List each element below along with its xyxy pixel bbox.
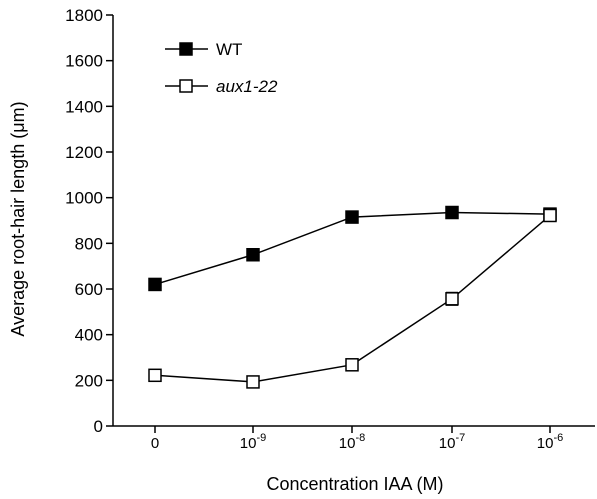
data-point	[543, 208, 557, 223]
legend-item: WT	[165, 40, 242, 59]
y-tick-label: 0	[94, 417, 103, 436]
y-tick-label: 600	[75, 280, 103, 299]
data-point	[445, 205, 459, 220]
x-tick-label: 10-7	[439, 432, 465, 452]
legend: WT aux1-22	[165, 40, 278, 96]
series-0	[148, 205, 557, 292]
x-tick-exponent: -8	[355, 432, 365, 444]
y-tick-label: 400	[75, 326, 103, 345]
y-tick-label: 1200	[65, 143, 103, 162]
data-point	[148, 277, 162, 292]
x-axis: 0 10-9 10-8 10-7 10-6	[113, 425, 595, 452]
x-tick-base: 10	[339, 435, 356, 452]
y-tick-label: 1000	[65, 189, 103, 208]
x-tick-label: 0	[151, 435, 159, 452]
x-tick-exponent: -6	[553, 432, 563, 444]
plot-area	[148, 205, 557, 389]
series-line	[154, 214, 551, 383]
data-point	[148, 368, 162, 383]
y-tick-label: 200	[75, 371, 103, 390]
legend-label: WT	[216, 40, 242, 59]
y-tick-label: 1400	[65, 97, 103, 116]
legend-item: aux1-22	[165, 77, 278, 96]
data-point	[345, 210, 359, 224]
legend-label: aux1-22	[216, 77, 278, 96]
x-tick-label: 10-9	[240, 432, 266, 452]
legend-marker	[179, 79, 193, 93]
y-tick-label: 1600	[65, 52, 103, 71]
data-point	[246, 248, 260, 262]
x-tick-base: 10	[240, 435, 257, 452]
data-point	[246, 375, 260, 389]
y-tick-label: 1800	[65, 6, 103, 25]
x-tick-label: 10-8	[339, 432, 365, 452]
x-tick-base: 10	[439, 435, 456, 452]
series-1	[148, 208, 557, 389]
x-axis-label: Concentration IAA (M)	[266, 474, 443, 494]
x-tick-base: 0	[151, 435, 159, 452]
data-point	[345, 358, 359, 372]
x-tick-base: 10	[537, 435, 554, 452]
x-tick-exponent: -9	[256, 432, 266, 444]
x-tick-exponent: -7	[455, 432, 465, 444]
x-tick-label: 10-6	[537, 432, 563, 452]
data-point	[445, 292, 459, 306]
y-tick-label: 800	[75, 234, 103, 253]
legend-marker	[179, 42, 193, 56]
y-axis-label: Average root-hair length (μm)	[8, 101, 28, 336]
y-axis: 0 200 400 600 800 1000 1200 1400 1600 1800	[65, 6, 114, 436]
